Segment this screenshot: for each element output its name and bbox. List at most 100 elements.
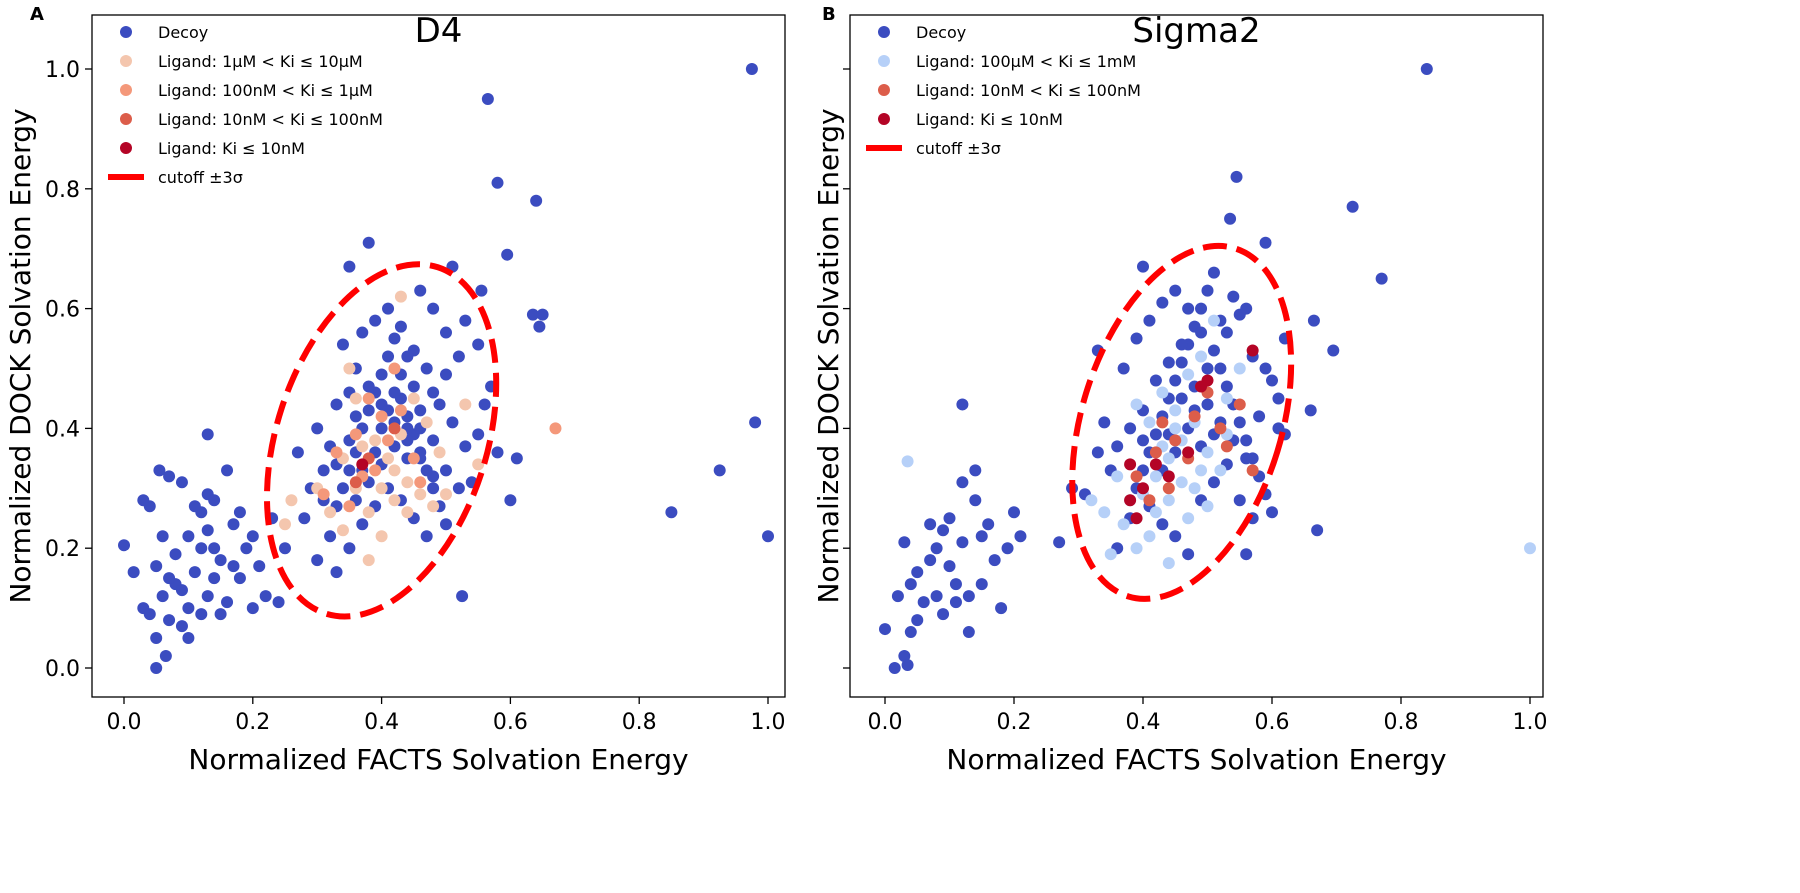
data-point-ligand bbox=[549, 422, 562, 435]
data-point-decoy bbox=[208, 572, 221, 585]
x-tick-label: 0.8 bbox=[622, 710, 657, 735]
data-point-decoy bbox=[272, 596, 285, 609]
data-point-decoy bbox=[163, 614, 176, 627]
data-point-ligand bbox=[901, 455, 914, 468]
x-tick-label: 0.0 bbox=[107, 710, 142, 735]
legend-marker bbox=[120, 26, 132, 38]
data-point-decoy bbox=[1149, 374, 1162, 387]
data-point-decoy bbox=[440, 518, 452, 531]
data-point-ligand bbox=[1130, 542, 1143, 555]
data-point-ligand bbox=[1137, 482, 1149, 495]
data-point-ligand bbox=[1162, 452, 1175, 465]
data-point-ligand bbox=[1201, 446, 1214, 459]
data-point-decoy bbox=[472, 338, 485, 351]
data-point-decoy bbox=[208, 542, 221, 555]
data-point-decoy bbox=[1091, 446, 1104, 459]
data-point-ligand bbox=[1124, 458, 1137, 471]
data-point-ligand bbox=[1117, 518, 1130, 531]
data-point-decoy bbox=[388, 386, 401, 399]
data-point-ligand bbox=[1149, 470, 1162, 483]
data-point-ligand bbox=[1098, 506, 1111, 519]
data-point-ligand bbox=[362, 554, 375, 567]
legend-marker bbox=[120, 113, 132, 125]
data-point-decoy bbox=[362, 236, 375, 249]
data-point-decoy bbox=[1224, 212, 1237, 225]
data-point-ligand bbox=[362, 392, 375, 405]
data-point-decoy bbox=[127, 566, 140, 579]
data-point-ligand bbox=[1195, 464, 1208, 477]
data-point-decoy bbox=[1327, 344, 1340, 357]
data-point-ligand bbox=[1182, 368, 1195, 381]
legend-marker bbox=[878, 84, 890, 96]
data-point-decoy bbox=[1053, 536, 1066, 549]
data-point-ligand bbox=[362, 506, 375, 519]
data-point-decoy bbox=[159, 650, 172, 663]
data-point-decoy bbox=[481, 92, 494, 105]
data-point-ligand bbox=[414, 476, 427, 489]
data-point-decoy bbox=[1259, 236, 1272, 249]
x-tick-label: 1.0 bbox=[751, 710, 786, 735]
data-point-decoy bbox=[362, 380, 375, 393]
data-point-ligand bbox=[1111, 470, 1124, 483]
data-point-decoy bbox=[478, 398, 491, 411]
data-point-decoy bbox=[745, 63, 758, 75]
data-point-decoy bbox=[937, 608, 950, 621]
y-axis-label: Normalized DOCK Solvation Energy bbox=[812, 108, 845, 603]
data-point-decoy bbox=[1307, 314, 1320, 327]
data-point-ligand bbox=[388, 362, 401, 375]
data-point-decoy bbox=[427, 470, 440, 483]
data-point-decoy bbox=[195, 542, 208, 555]
data-point-ligand bbox=[1182, 446, 1195, 459]
data-point-decoy bbox=[182, 632, 195, 645]
data-point-decoy bbox=[446, 416, 459, 429]
data-point-ligand bbox=[394, 404, 407, 417]
data-point-decoy bbox=[1201, 284, 1214, 297]
data-point-decoy bbox=[901, 659, 914, 672]
data-point-ligand bbox=[1214, 464, 1227, 477]
data-point-decoy bbox=[356, 326, 369, 339]
data-point-decoy bbox=[891, 590, 904, 603]
data-point-ligand bbox=[369, 434, 382, 447]
x-tick-label: 0.4 bbox=[1126, 710, 1161, 735]
data-point-decoy bbox=[427, 386, 440, 399]
data-point-decoy bbox=[195, 608, 208, 621]
data-point-decoy bbox=[930, 590, 943, 603]
data-point-decoy bbox=[969, 494, 982, 507]
data-point-decoy bbox=[956, 536, 969, 549]
data-point-decoy bbox=[1137, 434, 1149, 447]
data-point-decoy bbox=[504, 494, 517, 507]
x-tick-label: 0.6 bbox=[1255, 710, 1290, 735]
data-point-ligand bbox=[343, 500, 356, 513]
legend-marker bbox=[120, 55, 132, 67]
data-point-decoy bbox=[459, 314, 472, 327]
data-point-decoy bbox=[1266, 506, 1278, 519]
data-point-decoy bbox=[713, 464, 726, 477]
data-point-decoy bbox=[1169, 284, 1182, 297]
data-point-decoy bbox=[956, 476, 969, 489]
data-point-decoy bbox=[904, 578, 917, 591]
data-point-decoy bbox=[356, 518, 369, 531]
data-point-ligand bbox=[356, 440, 369, 453]
data-point-decoy bbox=[975, 530, 988, 543]
data-point-decoy bbox=[1230, 170, 1243, 183]
data-point-decoy bbox=[1240, 452, 1253, 465]
scatter-points bbox=[118, 63, 774, 674]
data-point-decoy bbox=[150, 662, 163, 674]
data-point-decoy bbox=[904, 626, 917, 639]
data-point-ligand bbox=[1169, 422, 1182, 435]
data-point-ligand bbox=[349, 476, 362, 489]
data-point-decoy bbox=[175, 476, 188, 489]
data-point-decoy bbox=[1201, 362, 1214, 375]
data-point-ligand bbox=[1169, 404, 1182, 417]
data-point-ligand bbox=[382, 452, 395, 465]
data-point-decoy bbox=[343, 464, 356, 477]
data-point-decoy bbox=[930, 542, 943, 555]
data-point-ligand bbox=[336, 524, 349, 537]
data-point-decoy bbox=[201, 428, 214, 441]
cutoff-ellipse bbox=[263, 261, 500, 620]
data-point-ligand bbox=[388, 494, 401, 507]
data-point-ligand bbox=[1124, 494, 1137, 507]
data-point-ligand bbox=[1156, 416, 1169, 429]
data-point-decoy bbox=[1207, 266, 1220, 279]
